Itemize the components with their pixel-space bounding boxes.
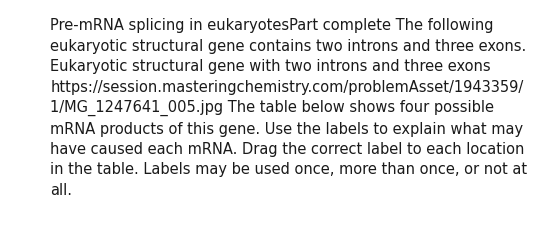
Text: Pre-mRNA splicing in eukaryotesPart complete The following
eukaryotic structural: Pre-mRNA splicing in eukaryotesPart comp… — [50, 18, 527, 197]
